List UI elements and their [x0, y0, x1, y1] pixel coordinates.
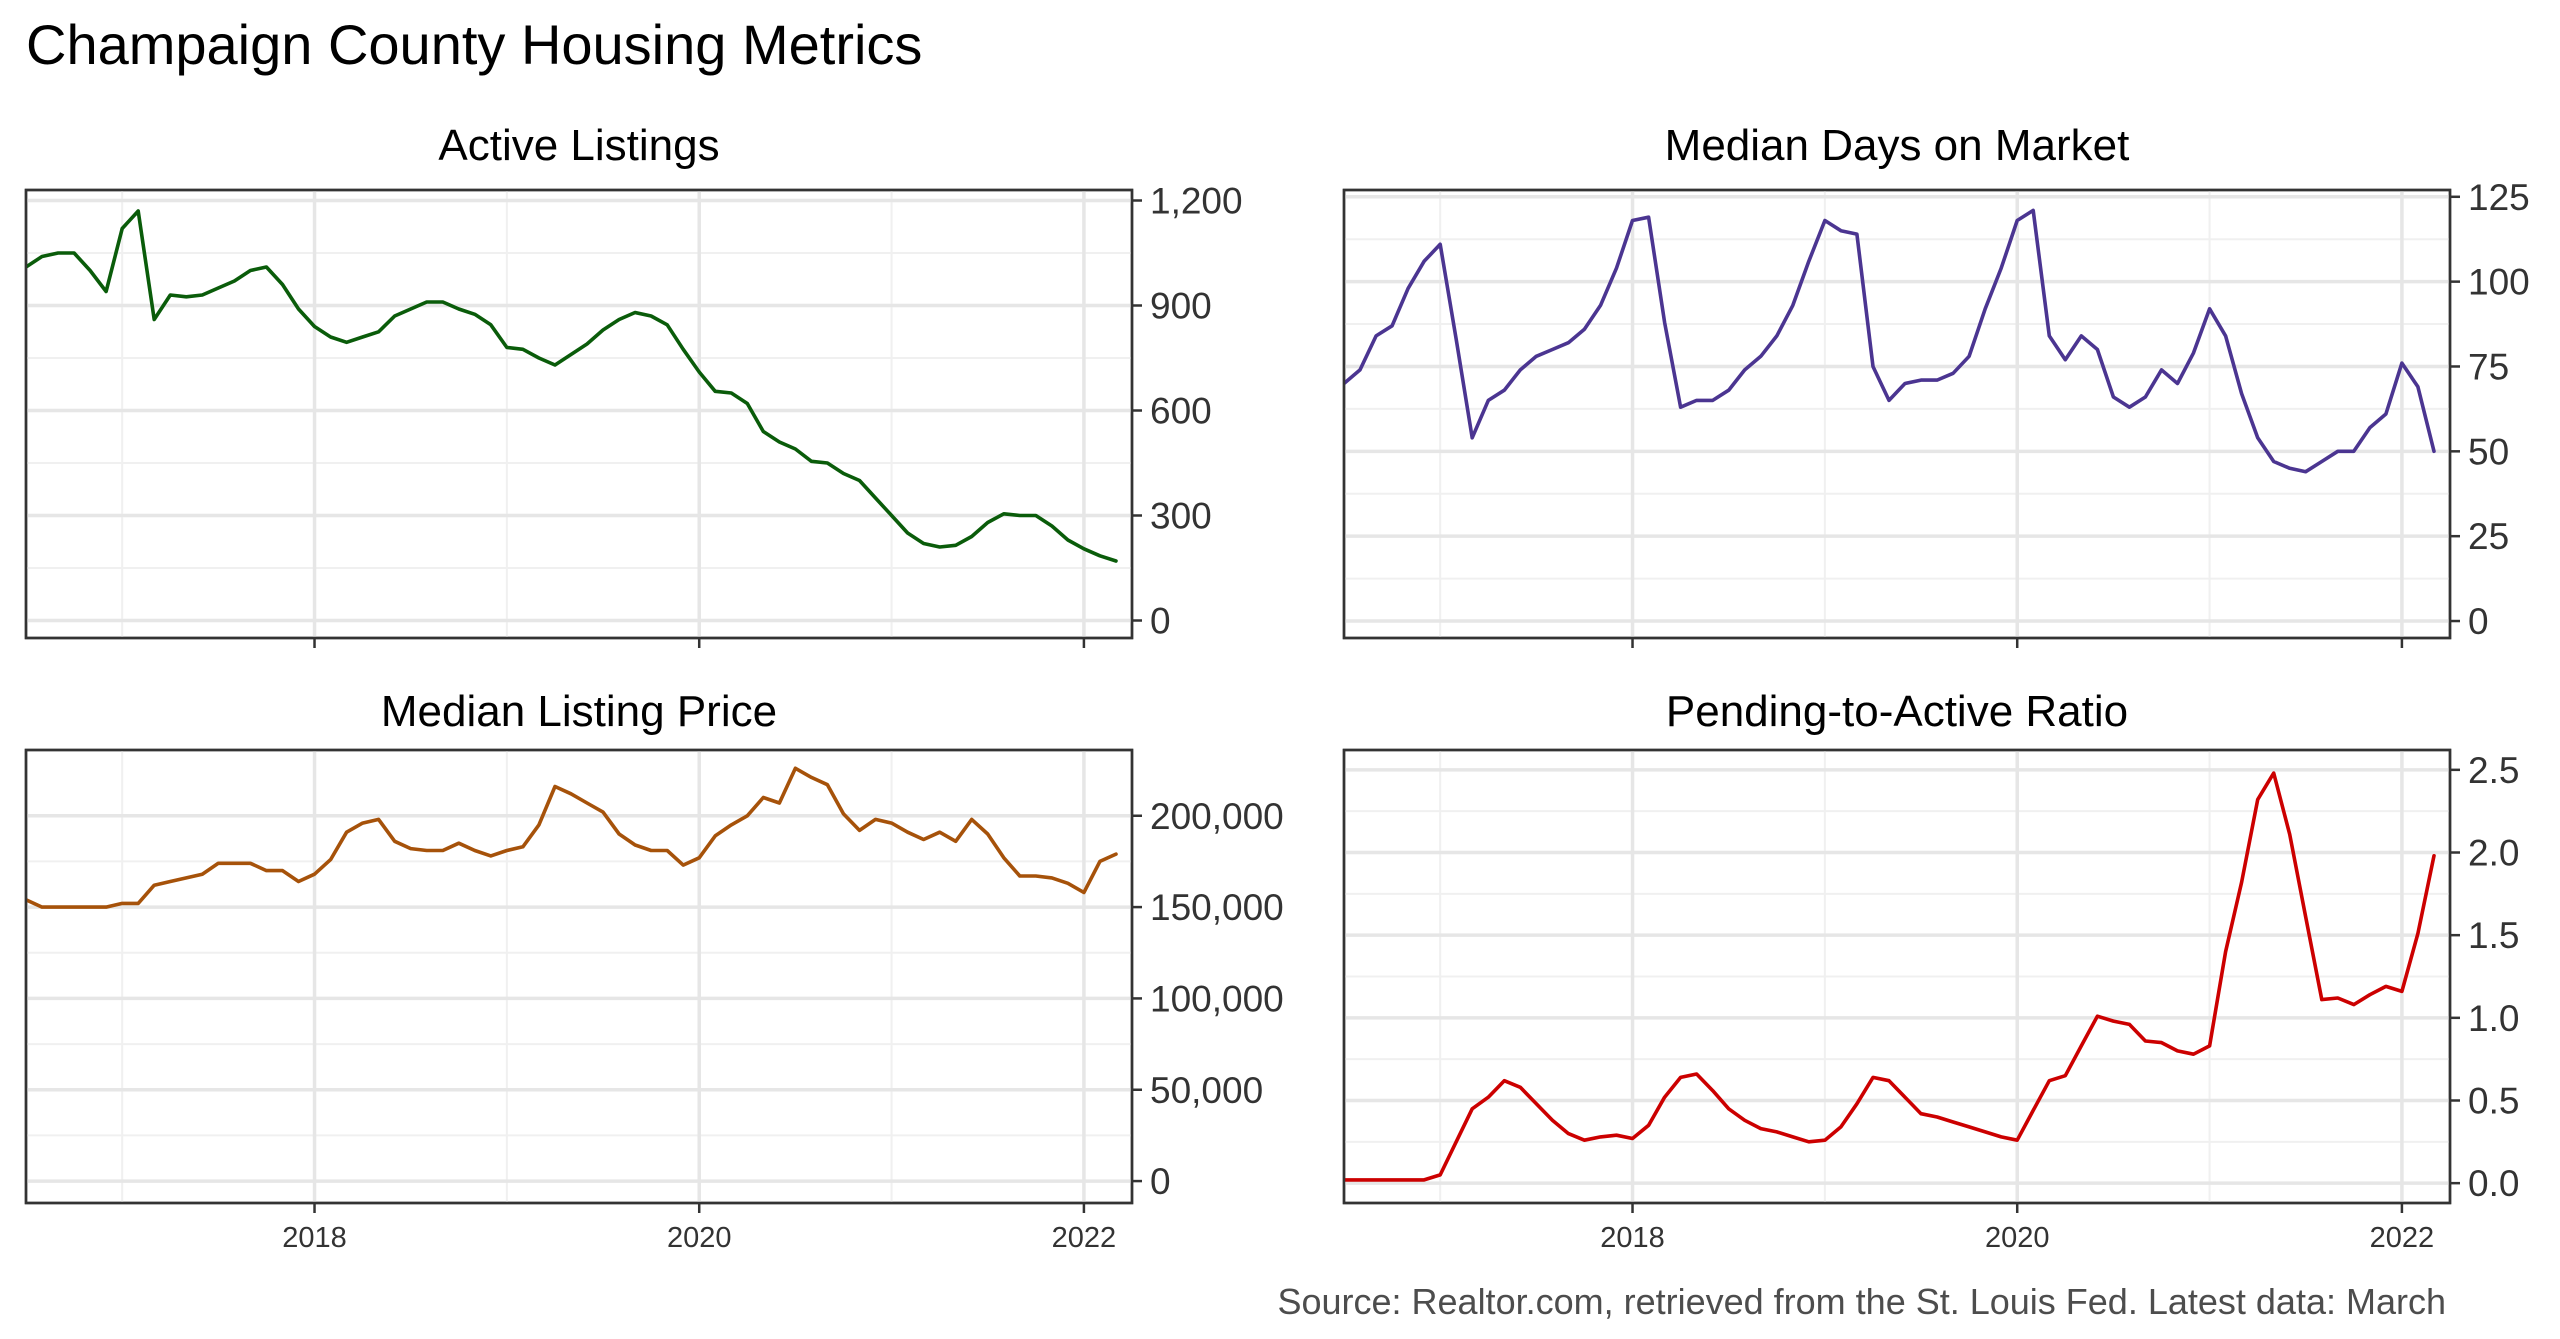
y-tick-label: 0.5 — [2468, 1080, 2519, 1121]
series-line-active — [26, 209, 1118, 563]
y-tick-label: 2.0 — [2468, 833, 2519, 874]
x-tick-label: 2022 — [2370, 1222, 2435, 1254]
y-tick-label: 2.5 — [2468, 750, 2519, 791]
y-tick-label: 0 — [1150, 601, 1171, 642]
y-tick-label: 50,000 — [1150, 1070, 1263, 1111]
plot-area — [24, 188, 1134, 640]
x-tick-label: 2020 — [1985, 1222, 2050, 1254]
source-caption: Source: Realtor.com, retrieved from the … — [1277, 1281, 2446, 1322]
y-tick-label: 600 — [1150, 391, 1212, 432]
plot-border — [1342, 188, 2452, 640]
y-tick-label: 900 — [1150, 286, 1212, 327]
y-tick-label: 1.5 — [2468, 915, 2519, 956]
y-tick-label: 25 — [2468, 516, 2509, 557]
x-tick-label: 2022 — [1052, 1222, 1117, 1254]
panel-active-listings: Active Listings 0 300 600 900 1,200 — [24, 121, 1243, 648]
y-tick-label: 150,000 — [1150, 887, 1284, 928]
panel-pending-to-active-ratio: Pending-to-Active Ratio 0.0 0.5 1.0 1.5 2.0 2.… — [1342, 687, 2519, 1254]
y-tick-label: 50 — [2468, 431, 2509, 472]
panel-title: Active Listings — [438, 121, 719, 170]
plot-border — [1342, 748, 2452, 1205]
x-tick-label: 2020 — [667, 1222, 732, 1254]
y-tick-label: 0 — [1150, 1161, 1171, 1202]
y-tick-label: 125 — [2468, 177, 2530, 218]
y-tick-label: 300 — [1150, 496, 1212, 537]
plot-border — [24, 748, 1134, 1205]
panel-median-listing-price: Median Listing Price 0 50,000 100,000 150,00… — [24, 687, 1284, 1254]
y-tick-label: 100 — [2468, 262, 2530, 303]
y-tick-label: 1,200 — [1150, 181, 1243, 222]
y-tick-label: 0 — [2468, 601, 2489, 642]
plot-border — [24, 188, 1134, 640]
y-tick-label: 75 — [2468, 346, 2509, 387]
plot-area — [1342, 188, 2452, 640]
panel-title: Pending-to-Active Ratio — [1666, 687, 2128, 736]
panel-title: Median Listing Price — [381, 687, 777, 736]
series-line-price — [26, 766, 1118, 909]
y-tick-label: 0.0 — [2468, 1163, 2519, 1204]
panel-median-days-on-market: Median Days on Market 0 25 50 75 100 125 — [1342, 121, 2530, 648]
y-tick-label: 200,000 — [1150, 796, 1284, 837]
x-tick-label: 2018 — [1600, 1222, 1665, 1254]
y-tick-label: 100,000 — [1150, 978, 1284, 1019]
figure-title: Champaign County Housing Metrics — [26, 13, 922, 76]
series-line-ratio — [1344, 771, 2436, 1182]
series-line-days — [1344, 208, 2436, 474]
y-tick-label: 1.0 — [2468, 998, 2519, 1039]
x-tick-label: 2018 — [282, 1222, 347, 1254]
plot-area — [24, 748, 1134, 1205]
panel-title: Median Days on Market — [1665, 121, 2130, 170]
